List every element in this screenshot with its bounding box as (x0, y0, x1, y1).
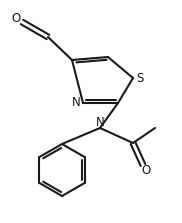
Text: S: S (136, 72, 144, 85)
Text: O: O (11, 12, 21, 25)
Text: N: N (96, 116, 104, 128)
Text: O: O (141, 163, 151, 176)
Text: N: N (72, 97, 80, 109)
